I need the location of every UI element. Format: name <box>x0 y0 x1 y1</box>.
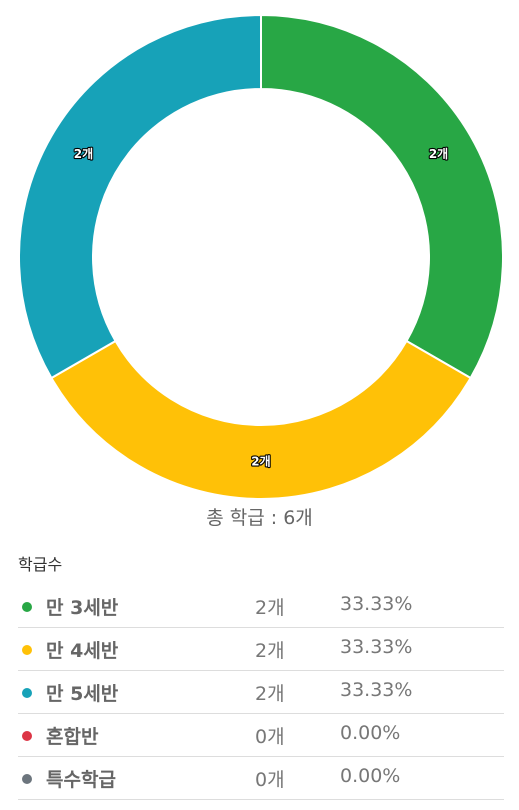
legend-name: 특수학급 <box>46 769 116 791</box>
legend-row[interactable]: 특수학급 0개 0.00% <box>18 757 504 800</box>
donut-slice[interactable] <box>50 339 472 500</box>
legend-name: 혼합반 <box>46 726 99 748</box>
legend-dot-icon <box>22 731 32 741</box>
legend-percent: 33.33% <box>340 636 413 658</box>
donut-slice[interactable] <box>260 13 504 380</box>
legend-dot-icon <box>22 774 32 784</box>
legend-row[interactable]: 만 5세반 2개 33.33% <box>18 671 504 714</box>
legend-name: 만 5세반 <box>46 683 119 705</box>
donut-slice[interactable] <box>18 13 262 380</box>
legend-percent: 33.33% <box>340 679 413 701</box>
legend-row[interactable]: 만 3세반 2개 33.33% <box>18 585 504 628</box>
total-classes: 총 학급 : 6개 <box>206 507 313 529</box>
legend-percent: 0.00% <box>340 722 401 744</box>
legend-count: 2개 <box>255 640 285 662</box>
legend-list: 만 3세반 2개 33.33% 만 4세반 2개 33.33% 만 5세반 2개 33.33% 혼… <box>18 585 504 800</box>
legend-dot-icon <box>22 645 32 655</box>
legend-count: 0개 <box>255 769 285 791</box>
legend-row[interactable]: 혼합반 0개 0.00% <box>18 714 504 757</box>
legend-title: 학급수 <box>18 555 63 574</box>
legend-name: 만 3세반 <box>46 597 119 619</box>
donut-chart: 2개 2개 2개 <box>18 13 504 500</box>
legend-dot-icon <box>22 602 32 612</box>
legend-count: 0개 <box>255 726 285 748</box>
legend-percent: 33.33% <box>340 593 413 615</box>
slice-label: 2개 <box>251 455 270 469</box>
legend-dot-icon <box>22 688 32 698</box>
legend-row[interactable]: 만 4세반 2개 33.33% <box>18 628 504 671</box>
legend-count: 2개 <box>255 597 285 619</box>
legend-percent: 0.00% <box>340 765 401 787</box>
slice-label: 2개 <box>429 147 448 161</box>
slice-label: 2개 <box>74 147 93 161</box>
legend-name: 만 4세반 <box>46 640 119 662</box>
legend-count: 2개 <box>255 683 285 705</box>
